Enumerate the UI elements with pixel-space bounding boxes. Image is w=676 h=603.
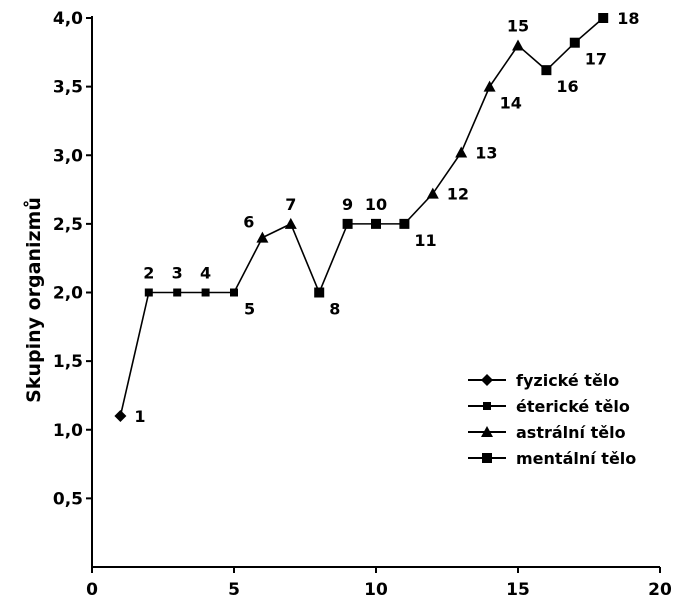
data-point-13	[455, 146, 468, 158]
point-label-15: 15	[507, 16, 529, 35]
point-label-1: 1	[134, 407, 145, 426]
point-label-6: 6	[243, 213, 254, 232]
point-label-13: 13	[475, 144, 497, 163]
y-tick-label: 0,5	[53, 489, 83, 509]
legend-label: mentální tělo	[516, 449, 636, 468]
point-label-18: 18	[617, 9, 639, 28]
data-point-8	[314, 287, 325, 298]
data-point-3	[173, 288, 182, 297]
legend-marker	[481, 374, 493, 386]
point-label-14: 14	[500, 94, 522, 113]
point-label-4: 4	[200, 264, 211, 283]
y-tick-label: 2,0	[53, 284, 83, 304]
legend-marker	[483, 402, 491, 410]
legend-marker	[481, 426, 493, 437]
legend-label: éterické tělo	[516, 397, 630, 416]
data-point-5	[230, 288, 238, 297]
legend-label: fyzické tělo	[516, 371, 619, 390]
x-tick-label: 15	[506, 580, 530, 600]
legend-item: fyzické tělo	[468, 371, 619, 390]
point-label-8: 8	[329, 300, 340, 319]
data-point-7	[284, 217, 297, 229]
series-line	[119, 17, 604, 417]
point-label-9: 9	[342, 195, 353, 214]
x-tick-label: 5	[228, 580, 240, 600]
data-point-15	[512, 39, 524, 51]
y-tick-label: 2,5	[53, 215, 83, 235]
point-label-11: 11	[414, 231, 436, 250]
x-tick-label: 0	[86, 580, 98, 600]
legend-marker	[482, 453, 492, 463]
y-axis-label: Skupiny organizmů	[22, 197, 45, 403]
data-point-10	[371, 218, 381, 229]
point-label-5: 5	[244, 300, 255, 319]
data-point-11	[399, 218, 410, 229]
y-tick-label: 1,0	[53, 421, 83, 441]
y-tick-label: 1,5	[53, 352, 83, 372]
data-point-17	[569, 37, 580, 48]
data-point-1	[114, 410, 127, 423]
legend-item: mentální tělo	[468, 449, 636, 468]
data-point-4	[201, 288, 210, 297]
legend-item: éterické tělo	[468, 397, 630, 416]
axes: 0 5 10 15 200,51,01,52,02,53,03,54,0	[53, 9, 672, 600]
legend: fyzické tělo éterické tělo astrální tělo me…	[468, 371, 636, 468]
y-tick-label: 3,5	[53, 78, 83, 98]
x-tick-label: 20	[648, 580, 672, 600]
y-tick-label: 3,0	[53, 146, 83, 166]
legend-item: astrální tělo	[468, 423, 626, 442]
point-label-2: 2	[143, 264, 154, 283]
point-label-16: 16	[556, 77, 578, 96]
data-markers	[114, 13, 609, 423]
data-point-16	[541, 65, 552, 76]
legend-label: astrální tělo	[516, 423, 626, 442]
x-tick-label: 10	[364, 580, 388, 600]
data-line	[119, 17, 604, 417]
point-label-3: 3	[172, 264, 183, 283]
data-point-12	[426, 187, 439, 199]
data-point-6	[256, 231, 269, 243]
data-point-9	[342, 218, 353, 229]
y-tick-label: 4,0	[53, 9, 83, 29]
data-point-14	[483, 80, 496, 92]
point-label-17: 17	[585, 50, 607, 69]
data-point-18	[598, 13, 609, 23]
point-label-12: 12	[447, 185, 469, 204]
data-point-2	[144, 288, 153, 297]
point-label-10: 10	[365, 195, 387, 214]
point-label-7: 7	[285, 195, 296, 214]
